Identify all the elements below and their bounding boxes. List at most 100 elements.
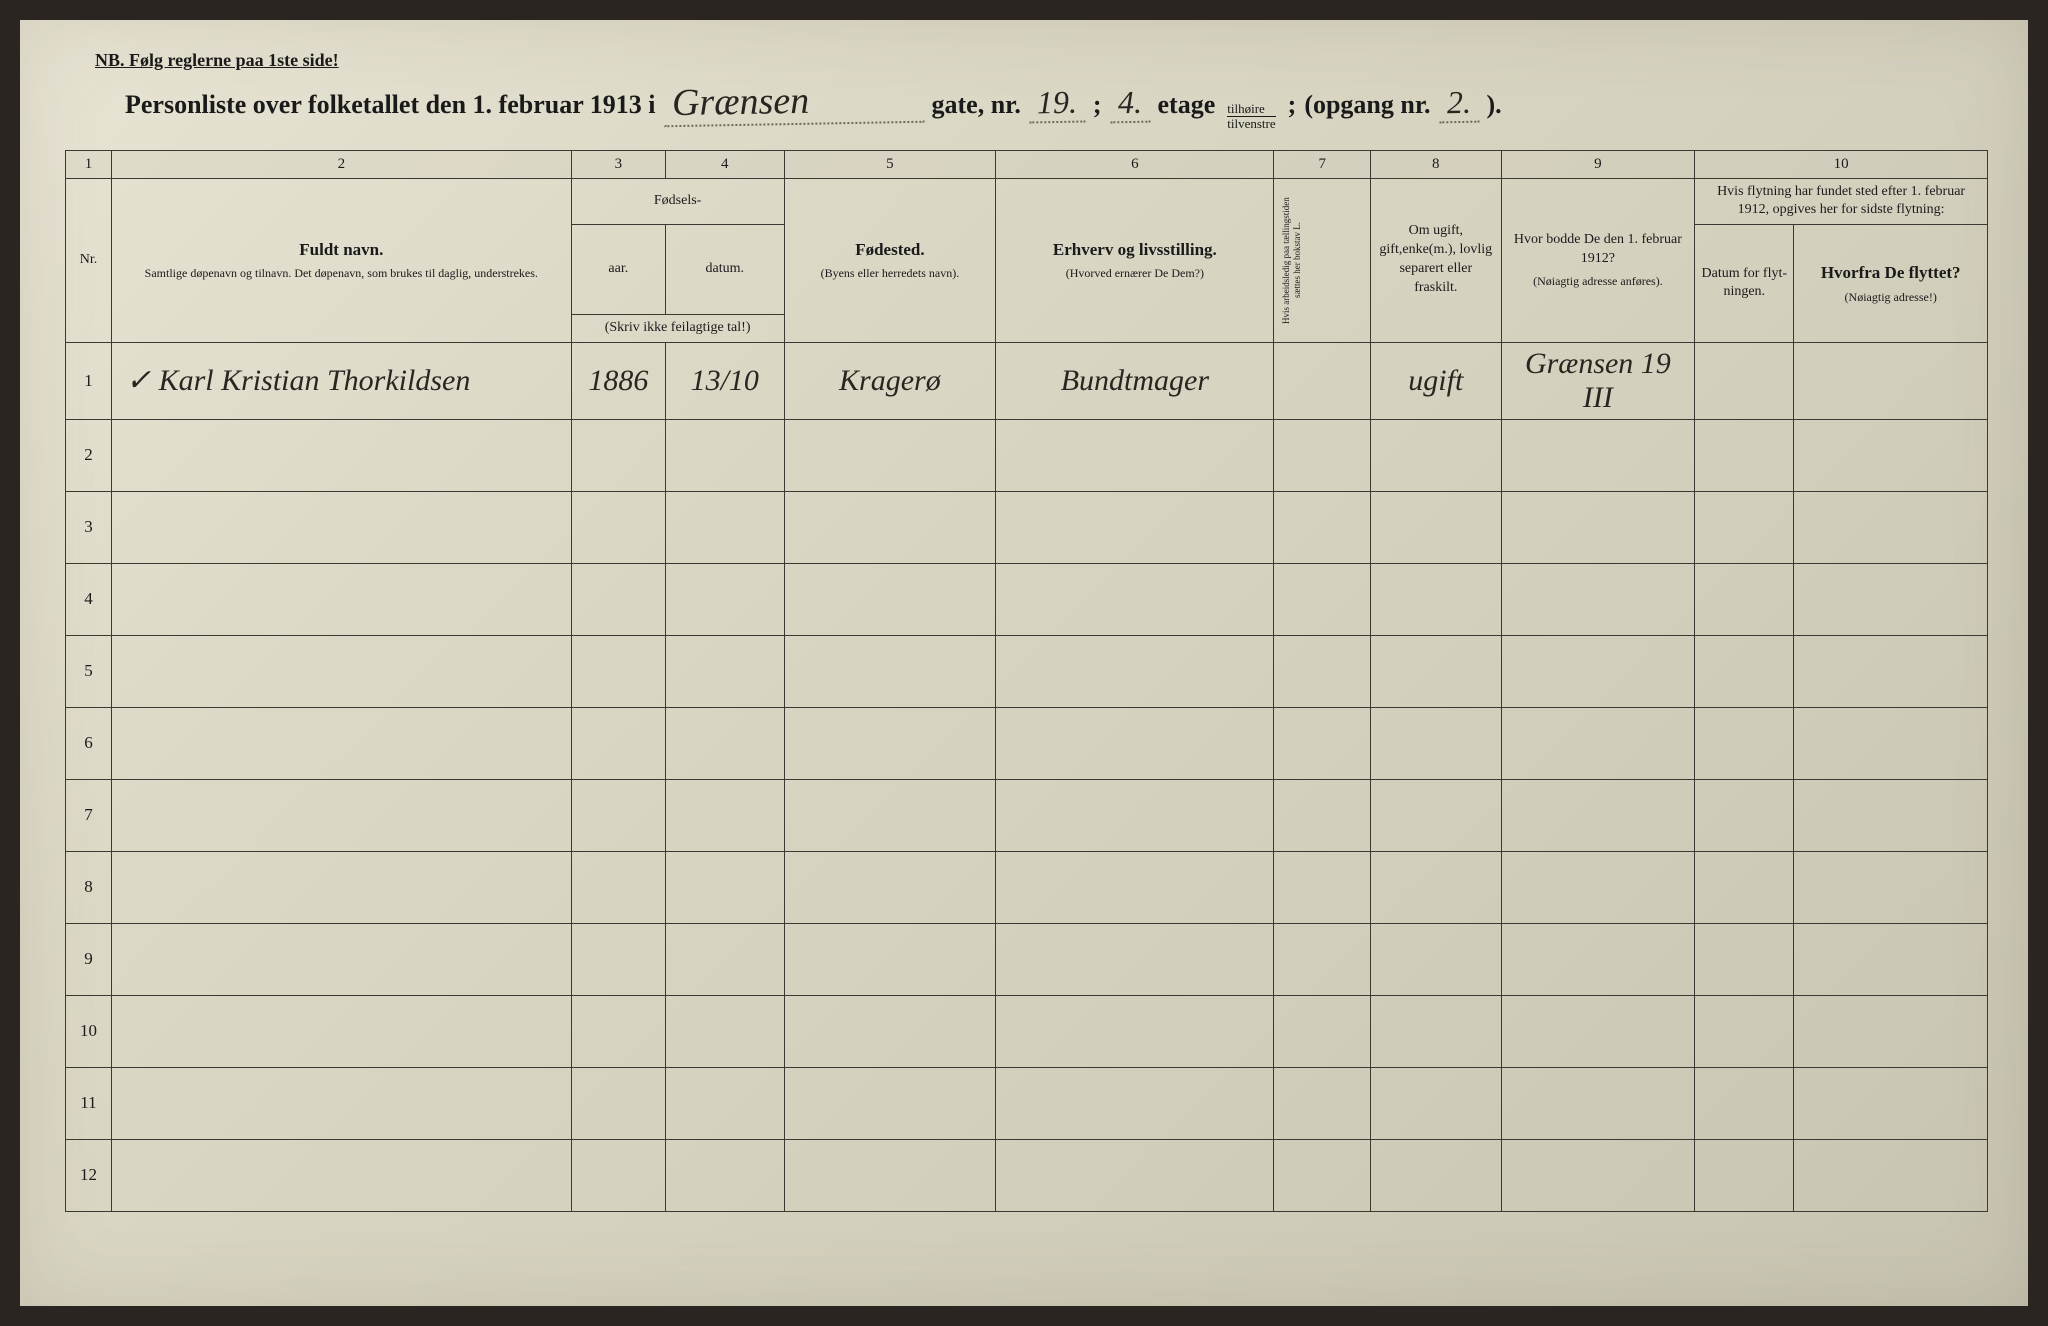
colnum-3: 3 (571, 150, 665, 178)
cell-year (571, 923, 665, 995)
colnum-7: 7 (1274, 150, 1371, 178)
cell-date (666, 851, 785, 923)
table-header: 1 2 3 4 5 6 7 8 9 10 Nr. Fuldt navn. Sam… (66, 150, 1988, 342)
cell-year (571, 707, 665, 779)
cell-name (111, 563, 571, 635)
row-number: 3 (66, 491, 112, 563)
cell-name (111, 851, 571, 923)
cell-date (666, 563, 785, 635)
col-marital-header: Om ugift, gift,enke(m.), lovlig separert… (1370, 178, 1501, 342)
cell-occupation (996, 1067, 1274, 1139)
cell-marital (1370, 995, 1501, 1067)
cell-year (571, 635, 665, 707)
cell-occupation: Bundtmager (996, 342, 1274, 419)
col-birthplace-sub: (Byens eller herredets navn). (791, 265, 990, 281)
cell-movedate (1695, 923, 1794, 995)
col-movedate-header: Datum for flyt-ningen. (1695, 225, 1794, 342)
colnum-9: 9 (1501, 150, 1695, 178)
cell-date (666, 995, 785, 1067)
fraction-top: tilhøire (1227, 102, 1275, 117)
cell-date (666, 1067, 785, 1139)
cell-birthplace: Kragerø (784, 342, 996, 419)
cell-year (571, 995, 665, 1067)
cell-birthplace (784, 419, 996, 491)
row-number: 11 (66, 1067, 112, 1139)
col-nr-header: Nr. (66, 178, 112, 342)
cell-year (571, 491, 665, 563)
cell-occupation (996, 851, 1274, 923)
col-birthplace-header: Fødested. (Byens eller herredets navn). (784, 178, 996, 342)
form-title-row: Personliste over folketallet den 1. febr… (65, 79, 1988, 132)
gate-number: 19. (1028, 84, 1085, 124)
cell-occupation (996, 995, 1274, 1067)
row-number: 4 (66, 563, 112, 635)
cell-year (571, 1067, 665, 1139)
cell-movedate (1695, 707, 1794, 779)
col-prevaddr-title: Hvor bodde De den 1. februar 1912? (1514, 232, 1682, 266)
separator-1: ; (1093, 90, 1102, 120)
col-year-header: aar. (571, 225, 665, 314)
side-fraction: tilhøire tilvenstre (1227, 102, 1275, 132)
cell-marital (1370, 779, 1501, 851)
cell-marital (1370, 707, 1501, 779)
entrance-label: (opgang nr. (1304, 90, 1430, 120)
cell-year (571, 851, 665, 923)
cell-movefrom (1794, 563, 1988, 635)
cell-birthplace (784, 779, 996, 851)
floor-label: etage (1158, 90, 1216, 120)
cell-birthplace (784, 707, 996, 779)
cell-movedate (1695, 342, 1794, 419)
cell-prevaddr (1501, 491, 1695, 563)
cell-prevaddr (1501, 635, 1695, 707)
cell-date (666, 419, 785, 491)
cell-name (111, 1139, 571, 1211)
cell-movefrom (1794, 995, 1988, 1067)
table-row: 3 (66, 491, 1988, 563)
row-number: 9 (66, 923, 112, 995)
cell-unemployed (1274, 923, 1371, 995)
table-row: 7 (66, 779, 1988, 851)
cell-occupation (996, 923, 1274, 995)
cell-name: ✓ Karl Kristian Thorkildsen (111, 342, 571, 419)
col-movefrom-title: Hvorfra De flyttet? (1821, 263, 1961, 282)
col-name-sub: Samtlige døpenavn og tilnavn. Det døpena… (118, 265, 565, 281)
cell-marital (1370, 923, 1501, 995)
cell-movefrom (1794, 707, 1988, 779)
table-row: 12 (66, 1139, 1988, 1211)
cell-movefrom (1794, 1067, 1988, 1139)
cell-occupation (996, 563, 1274, 635)
cell-marital (1370, 851, 1501, 923)
cell-birthplace (784, 1067, 996, 1139)
cell-unemployed (1274, 707, 1371, 779)
cell-birthplace (784, 995, 996, 1067)
cell-date (666, 923, 785, 995)
cell-movefrom (1794, 635, 1988, 707)
col-unemployed-header: Hvis arbeidsledig paa tællingstiden sætt… (1274, 178, 1371, 342)
cell-movefrom (1794, 779, 1988, 851)
col-birthplace-title: Fødested. (855, 240, 924, 259)
col-birth-group: Fødsels- (571, 178, 784, 225)
table-row: 10 (66, 995, 1988, 1067)
row-number: 1 (66, 342, 112, 419)
closing-paren: ). (1487, 90, 1502, 120)
cell-date: 13/10 (666, 342, 785, 419)
header-instruction: NB. Følg reglerne paa 1ste side! (65, 50, 1988, 71)
cell-birthplace (784, 851, 996, 923)
colnum-1: 1 (66, 150, 112, 178)
cell-prevaddr (1501, 1139, 1695, 1211)
cell-prevaddr (1501, 419, 1695, 491)
cell-name (111, 779, 571, 851)
header-row-1: Nr. Fuldt navn. Samtlige døpenavn og til… (66, 178, 1988, 225)
fraction-bottom: tilvenstre (1227, 117, 1275, 131)
cell-birthplace (784, 635, 996, 707)
cell-date (666, 635, 785, 707)
separator-2: ; (1288, 90, 1297, 120)
cell-prevaddr (1501, 851, 1695, 923)
cell-movedate (1695, 995, 1794, 1067)
census-table: 1 2 3 4 5 6 7 8 9 10 Nr. Fuldt navn. Sam… (65, 150, 1988, 1212)
cell-date (666, 707, 785, 779)
cell-movefrom (1794, 851, 1988, 923)
cell-date (666, 1139, 785, 1211)
col-name-title: Fuldt navn. (299, 240, 383, 259)
table-row: 8 (66, 851, 1988, 923)
